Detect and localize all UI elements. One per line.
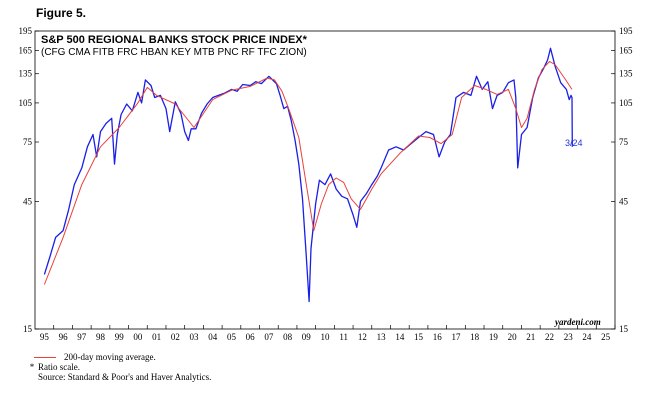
x-tick-label: 12 [358, 332, 367, 342]
x-tick-label: 18 [470, 332, 480, 342]
x-tick-label: 10 [321, 332, 331, 342]
x-tick-label: 11 [339, 332, 348, 342]
x-tick-label: 97 [77, 332, 87, 342]
note-text: Ratio scale. [38, 362, 80, 372]
y-tick-label-right: 75 [619, 137, 629, 147]
x-tick-label: 07 [264, 332, 274, 342]
chart-subtitle: (CFG CMA FITB FRC HBAN KEY MTB PNC RF TF… [41, 47, 307, 58]
note-row: * Ratio scale. [26, 362, 211, 372]
watermark: yardeni.com [554, 317, 601, 327]
source-text: Source: Standard & Poor's and Haver Anal… [38, 372, 212, 382]
x-tick-label: 04 [208, 332, 218, 342]
x-tick-label: 16 [433, 332, 443, 342]
x-tick-label: 95 [40, 332, 50, 342]
date-annotation: 3/24 [565, 138, 583, 148]
x-tick-label: 21 [526, 332, 535, 342]
x-tick-label: 13 [377, 332, 387, 342]
x-tick-label: 15 [414, 332, 424, 342]
y-tick-label-right: 45 [619, 196, 629, 206]
x-tick-label: 99 [115, 332, 125, 342]
series-group [43, 47, 573, 303]
y-tick-label-left: 105 [19, 98, 33, 108]
y-tick-label-right: 105 [619, 98, 633, 108]
chart-title: S&P 500 REGIONAL BANKS STOCK PRICE INDEX… [41, 34, 308, 46]
figure-label: Figure 5. [36, 6, 87, 20]
source-row: Source: Standard & Poor's and Haver Anal… [26, 372, 211, 382]
x-tick-label: 03 [190, 332, 200, 342]
y-tick-label-right: 135 [619, 69, 633, 79]
y-tick-label-right: 195 [619, 26, 633, 36]
x-tick-label: 00 [133, 332, 143, 342]
x-tick-label: 96 [59, 332, 69, 342]
legend-row: 200-day moving average. [26, 352, 211, 362]
legend-swatch-ma [34, 356, 56, 358]
series-index-line [43, 47, 573, 303]
y-tick-label-left: 195 [19, 26, 33, 36]
x-tick-label: 22 [545, 332, 554, 342]
x-tick-label: 08 [283, 332, 293, 342]
x-tick-label: 24 [582, 332, 592, 342]
y-tick-label-left: 45 [23, 196, 33, 206]
x-tick-label: 01 [152, 332, 161, 342]
y-tick-label-right: 165 [619, 45, 633, 55]
x-tick-label: 23 [564, 332, 574, 342]
x-tick-label: 25 [601, 332, 611, 342]
x-tick-label: 98 [96, 332, 106, 342]
y-tick-label-right: 15 [619, 324, 629, 334]
legend-label-ma: 200-day moving average. [64, 352, 156, 362]
x-tick-label: 19 [489, 332, 499, 342]
axis-ticks: 15 15 45 45 75 75 105 105 135 135 165 165 195 195 95 96… [19, 26, 634, 342]
footer: 200-day moving average. * Ratio scale. S… [26, 352, 212, 382]
x-tick-label: 14 [395, 332, 405, 342]
y-tick-label-left: 135 [19, 69, 33, 79]
x-tick-label: 17 [451, 332, 461, 342]
x-tick-label: 09 [302, 332, 312, 342]
y-tick-label-left: 165 [19, 45, 33, 55]
x-tick-label: 06 [246, 332, 256, 342]
x-tick-label: 05 [227, 332, 237, 342]
y-tick-label-left: 75 [23, 137, 33, 147]
y-tick-label-left: 15 [23, 324, 33, 334]
note-marker: * [29, 362, 35, 372]
plot-frame [34, 30, 616, 330]
x-tick-label: 20 [508, 332, 518, 342]
series-ma-line [43, 61, 573, 285]
x-tick-label: 02 [171, 332, 180, 342]
